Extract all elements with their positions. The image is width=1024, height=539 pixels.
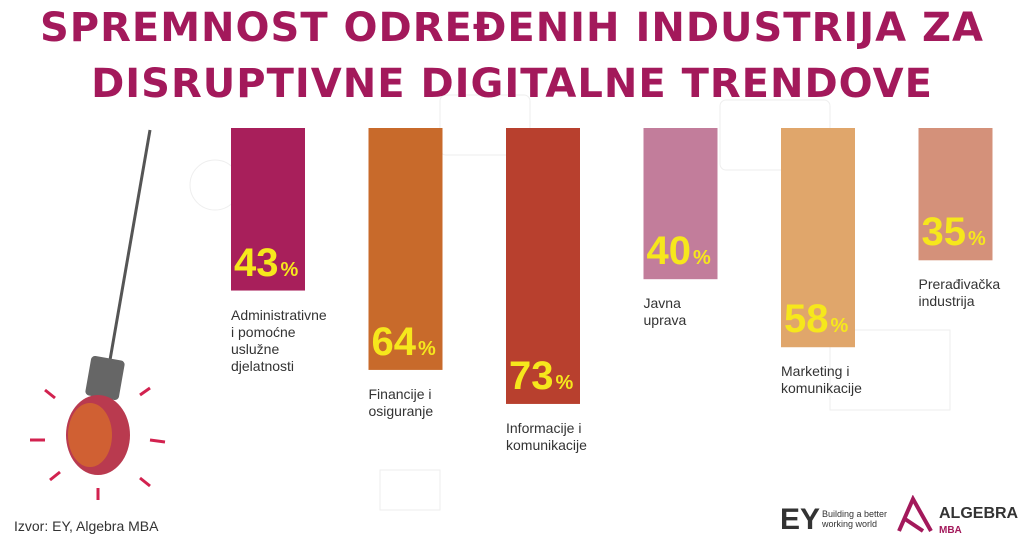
value-number: 58	[784, 297, 829, 342]
value-label: 40%	[647, 231, 711, 278]
category-label: Financije i osiguranje	[368, 385, 434, 419]
value-number: 73	[509, 353, 554, 398]
algebra-sub: MBA	[939, 525, 962, 536]
category-label: Prerađivačka industrija	[918, 276, 1001, 310]
algebra-icon	[897, 495, 933, 533]
bar	[643, 128, 718, 280]
category-label: Javna uprava	[643, 295, 687, 329]
value-number: 40	[646, 229, 692, 274]
bar	[506, 128, 580, 404]
value-number: 64	[371, 319, 417, 364]
value-suffix: %	[830, 315, 849, 338]
source: Izvor: EY, Algebra MBA	[14, 518, 159, 534]
algebra-name: ALGEBRA	[939, 505, 1019, 522]
value-suffix: %	[418, 337, 436, 360]
bar	[781, 128, 855, 348]
bar	[918, 128, 993, 261]
title: SPREMNOST ODREĐENIH INDUSTRIJA ZA DISRUP…	[39, 5, 985, 107]
value-suffix: %	[693, 247, 711, 270]
category-label: Informacije i komunikacije	[506, 419, 587, 453]
value-label: 58%	[784, 299, 848, 346]
value-number: 43	[234, 240, 279, 285]
value-suffix: %	[968, 228, 986, 251]
category-label: Marketing i komunikacije	[781, 363, 862, 397]
value-label: 64%	[372, 322, 436, 369]
category-label: Administrativne i pomoćne uslužne djelat…	[231, 306, 327, 374]
value-suffix: %	[555, 371, 574, 394]
ey-mark: EY	[780, 503, 821, 536]
value-suffix: %	[280, 258, 299, 281]
bar	[368, 128, 443, 370]
value-label: 73%	[509, 356, 573, 403]
bar	[231, 128, 305, 291]
value-label: 35%	[922, 212, 986, 259]
ey-tagline: Building a better working world	[822, 509, 888, 529]
value-number: 35	[921, 210, 967, 255]
value-label: 43%	[234, 243, 298, 290]
lightbulb	[30, 129, 166, 500]
